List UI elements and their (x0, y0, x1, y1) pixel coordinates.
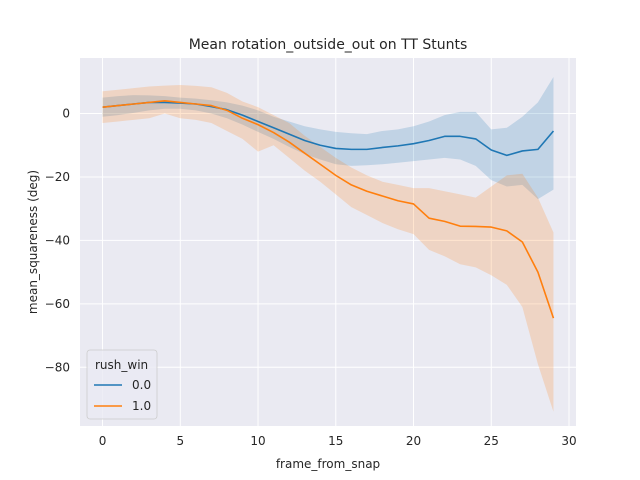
series-lines (102, 100, 555, 319)
x-axis-ticks: 0 5 10 15 20 25 30 (99, 434, 577, 448)
x-axis-label: frame_from_snap (276, 457, 380, 471)
y-tick-label: −40 (45, 233, 70, 247)
legend: rush_win 0.0 1.0 (86, 349, 158, 420)
confidence-band-1 (102, 84, 554, 412)
y-tick-label: −20 (45, 170, 70, 184)
y-axis-ticks: 0 −20 −40 −60 −80 (45, 107, 70, 375)
y-tick-label: −80 (45, 360, 70, 374)
x-tick-label: 10 (250, 434, 265, 448)
series-line-1 (102, 100, 555, 319)
y-axis-label: mean_squareness (deg) (26, 170, 40, 314)
legend-title: rush_win (95, 358, 148, 372)
x-tick-label: 5 (176, 434, 184, 448)
plot-area (80, 58, 576, 426)
legend-label-1: 1.0 (132, 399, 151, 413)
y-tick-label: 0 (62, 107, 70, 121)
x-tick-label: 20 (406, 434, 421, 448)
x-tick-label: 30 (561, 434, 576, 448)
x-tick-label: 15 (328, 434, 343, 448)
x-tick-label: 0 (99, 434, 107, 448)
chart-title: Mean rotation_outside_out on TT Stunts (189, 37, 468, 53)
legend-label-0: 0.0 (132, 378, 151, 392)
grid (80, 58, 576, 426)
y-tick-label: −60 (45, 297, 70, 311)
x-tick-label: 25 (484, 434, 499, 448)
